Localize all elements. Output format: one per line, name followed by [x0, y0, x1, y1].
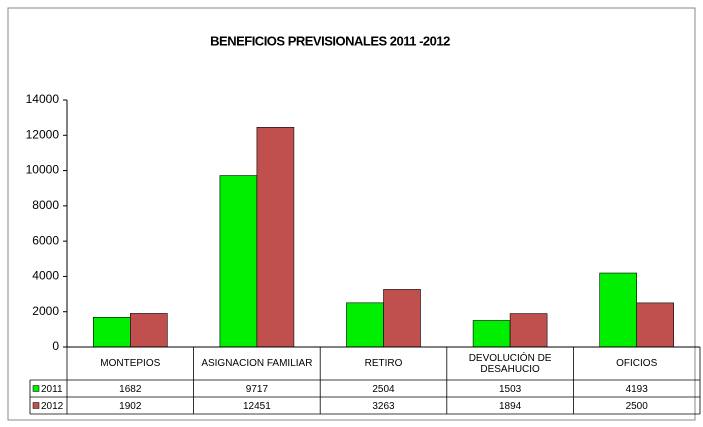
table-value: 1682 — [119, 384, 142, 395]
bar — [509, 313, 548, 348]
x-tick-label: MONTEPIOS — [100, 358, 161, 369]
bar — [219, 175, 258, 348]
bar — [383, 289, 421, 348]
bar — [636, 302, 675, 348]
bar — [256, 127, 295, 348]
table-value: 2500 — [626, 401, 649, 412]
table-value: 1902 — [119, 401, 142, 412]
y-tick-label: 0 — [52, 339, 59, 353]
table-value: 12451 — [243, 401, 271, 412]
chart-title: BENEFICIOS PREVISIONALES 2011 -2012 — [210, 33, 450, 48]
y-tick-label: 12000 — [26, 127, 60, 141]
y-tick-label: 8000 — [32, 198, 59, 212]
bar — [472, 320, 511, 348]
table-value: 9717 — [246, 384, 269, 395]
category-cell: OFICIOS — [616, 358, 658, 369]
y-tick-label: 4000 — [32, 269, 59, 283]
legend-label: 2011 — [41, 384, 63, 395]
x-tick-label: ASIGNACION FAMILIAR — [201, 358, 313, 369]
legend-label: 2012 — [41, 401, 64, 412]
category-cell: DEVOLUCIÓN DE DESAHUCIO — [468, 352, 552, 375]
chart-frame — [7, 7, 696, 421]
table-value: 4193 — [626, 384, 649, 395]
y-tick-label: 10000 — [26, 163, 60, 177]
table-value: 1503 — [499, 384, 522, 395]
y-tick-label: 2000 — [32, 304, 59, 318]
category-cell: ASIGNACION FAMILIAR — [201, 358, 313, 369]
legend-swatch — [32, 402, 40, 409]
category-cell: MONTEPIOS — [100, 358, 161, 369]
bar — [93, 317, 131, 348]
table-value: 3263 — [372, 401, 395, 412]
category-cell: RETIRO — [364, 358, 403, 369]
y-tick-label: 14000 — [26, 92, 60, 106]
x-tick-label: OFICIOS — [616, 358, 658, 369]
bar — [130, 313, 168, 348]
x-tick-label: DEVOLUCIÓN DE DESAHUCIO — [468, 352, 552, 375]
x-tick-label: RETIRO — [364, 358, 403, 369]
bar — [346, 302, 384, 348]
y-tick-label: 6000 — [32, 233, 59, 247]
table-value: 1894 — [499, 401, 522, 412]
bar — [599, 272, 638, 348]
table-value: 2504 — [372, 384, 395, 395]
legend-swatch — [32, 385, 40, 392]
